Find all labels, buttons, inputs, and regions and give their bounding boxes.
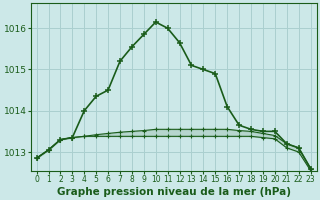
X-axis label: Graphe pression niveau de la mer (hPa): Graphe pression niveau de la mer (hPa) [57, 187, 291, 197]
